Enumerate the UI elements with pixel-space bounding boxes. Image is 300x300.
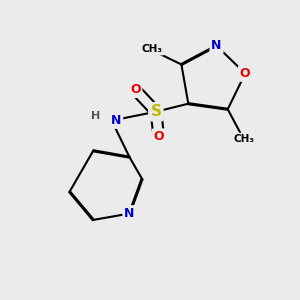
Text: H: H xyxy=(91,111,100,121)
Text: O: O xyxy=(154,130,164,143)
Text: CH₃: CH₃ xyxy=(142,44,163,54)
Text: N: N xyxy=(212,39,222,52)
Text: N: N xyxy=(111,114,121,127)
Text: CH₃: CH₃ xyxy=(234,134,255,144)
Text: N: N xyxy=(124,207,135,220)
Text: S: S xyxy=(150,104,161,119)
Text: O: O xyxy=(130,83,141,96)
Text: O: O xyxy=(240,67,250,80)
